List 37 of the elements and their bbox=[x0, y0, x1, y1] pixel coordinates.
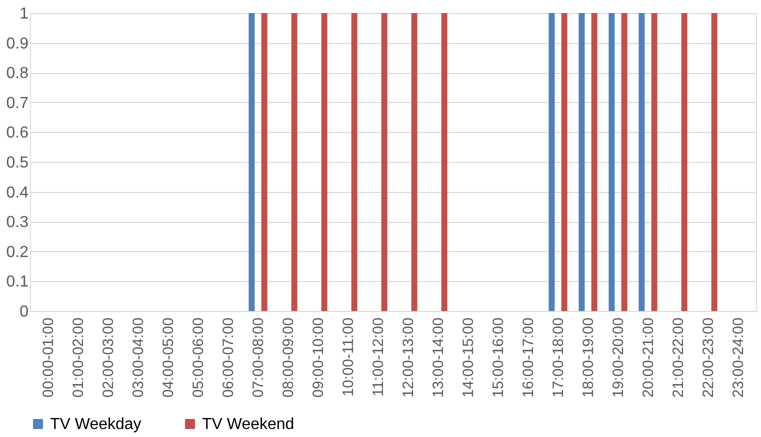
x-tick-label: 18:00-19:00 bbox=[580, 318, 597, 398]
x-tick-label: 14:00-15:00 bbox=[460, 318, 477, 398]
x-tick-label: 11:00-12:00 bbox=[370, 318, 387, 396]
x-tick-label: 15:00-16:00 bbox=[490, 318, 507, 398]
x-tick-label: 01:00-02:00 bbox=[70, 318, 87, 398]
x-tick-label: 17:00-18:00 bbox=[550, 318, 567, 398]
x-tick-label: 12:00-13:00 bbox=[400, 318, 417, 398]
x-tick-label: 00:00-01:00 bbox=[40, 318, 57, 398]
y-tick-label: 0.2 bbox=[6, 244, 29, 261]
y-tick-label: 0.9 bbox=[6, 35, 29, 52]
legend-label: TV Weekday bbox=[50, 416, 142, 433]
y-tick-label: 0 bbox=[20, 304, 29, 320]
x-tick-label: 23:00-24:00 bbox=[730, 318, 747, 398]
y-tick-label: 0.3 bbox=[6, 214, 29, 232]
x-tick-label: 19:00-20:00 bbox=[610, 318, 627, 398]
x-tick-label: 21:00-22:00 bbox=[670, 318, 687, 398]
x-tick-label: 10:00-11:00 bbox=[340, 318, 357, 396]
x-tick-label: 20:00-21:00 bbox=[640, 318, 657, 398]
x-tick-label: 13:00-14:00 bbox=[430, 318, 447, 398]
x-tick-label: 22:00-23:00 bbox=[700, 318, 717, 398]
x-tick-label: 07:00-08:00 bbox=[250, 318, 267, 398]
y-tick-label: 0.7 bbox=[6, 94, 29, 112]
legend-label: TV Weekend bbox=[202, 416, 294, 433]
y-tick-label: 0.1 bbox=[6, 274, 29, 291]
x-tick-label: 09:00-10:00 bbox=[310, 318, 327, 398]
y-tick-label: 0.8 bbox=[6, 65, 29, 82]
x-tick-label: 03:00-04:00 bbox=[130, 318, 147, 398]
x-tick-label: 05:00-06:00 bbox=[190, 318, 207, 398]
y-tick-label: 0.4 bbox=[6, 184, 29, 202]
y-tick-label: 0.5 bbox=[6, 154, 29, 172]
x-tick-label: 02:00-03:00 bbox=[100, 318, 117, 398]
x-tick-label: 04:00-05:00 bbox=[160, 318, 177, 398]
x-tick-label: 06:00-07:00 bbox=[220, 318, 237, 398]
y-tick-label: 0.6 bbox=[6, 124, 29, 142]
x-tick-label: 16:00-17:00 bbox=[520, 318, 537, 398]
x-tick-label: 08:00-09:00 bbox=[280, 318, 297, 398]
y-tick-label: 1 bbox=[20, 6, 29, 22]
